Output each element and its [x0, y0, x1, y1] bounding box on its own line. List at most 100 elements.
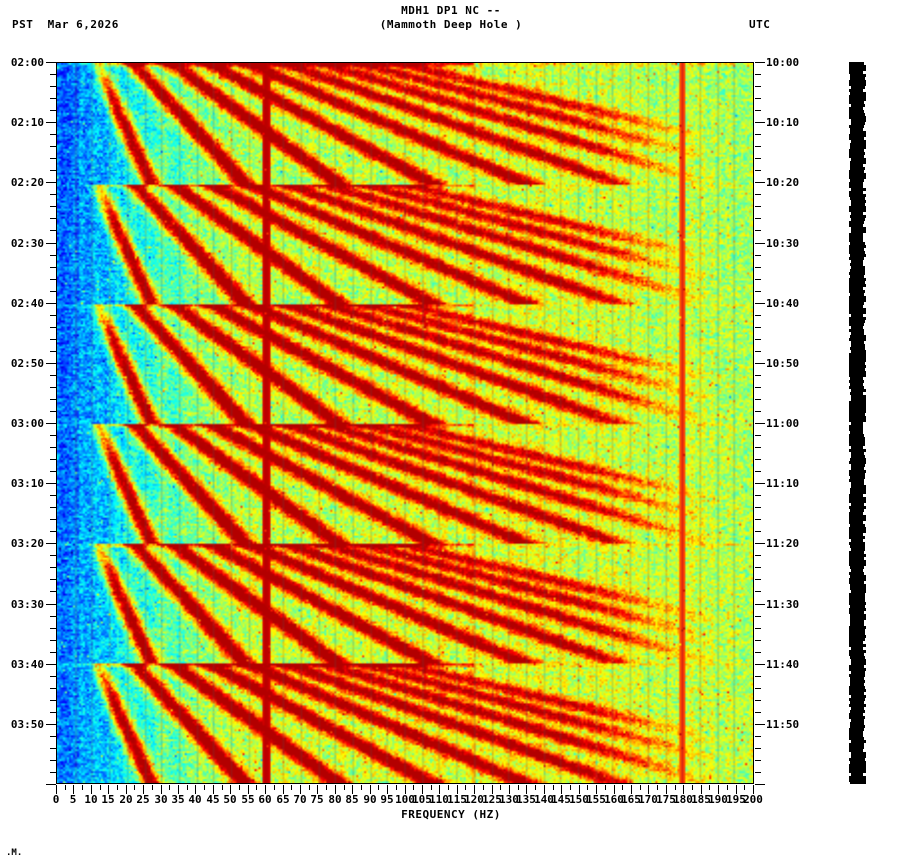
axis-tick-minor [50, 170, 56, 171]
freq-tick-major [509, 785, 510, 794]
frequency-label: 105 [412, 793, 432, 806]
spectrogram-plot[interactable] [56, 62, 754, 784]
axis-tick-minor [50, 339, 56, 340]
axis-tick-minor [755, 591, 761, 592]
axis-tick-minor [50, 495, 56, 496]
frequency-axis-title: FREQUENCY (HZ) [401, 808, 501, 821]
right-time-label: 11:10 [766, 477, 800, 490]
axis-tick-minor [755, 387, 761, 388]
axis-tick-minor [50, 291, 56, 292]
frequency-label: 10 [84, 793, 98, 806]
left-time-label: 02:50 [10, 357, 44, 370]
axis-tick-minor [50, 616, 56, 617]
frequency-label: 65 [276, 793, 290, 806]
frequency-label: 185 [691, 793, 711, 806]
freq-tick-minor [587, 785, 588, 790]
axis-tick-major [755, 243, 765, 244]
freq-tick-major [161, 785, 162, 794]
axis-tick-minor [50, 555, 56, 556]
axis-tick-minor [50, 447, 56, 448]
freq-tick-minor [361, 785, 362, 790]
axis-tick-major [755, 122, 765, 123]
freq-tick-minor [675, 785, 676, 790]
axis-tick-minor [50, 255, 56, 256]
frequency-label: 70 [293, 793, 307, 806]
axis-tick-minor [755, 206, 761, 207]
axis-tick-minor [50, 279, 56, 280]
axis-tick-minor [755, 688, 761, 689]
axis-tick-minor [755, 760, 761, 761]
freq-tick-minor [152, 785, 153, 790]
freq-tick-major [439, 785, 440, 794]
axis-tick-minor [755, 267, 761, 268]
right-time-label: 10:40 [766, 297, 800, 310]
left-time-label: 02:10 [10, 116, 44, 129]
axis-tick-major [46, 243, 56, 244]
axis-tick-major [46, 363, 56, 364]
axis-tick-minor [755, 74, 761, 75]
spectrogram-canvas [57, 63, 753, 783]
axis-tick-minor [755, 507, 761, 508]
axis-tick-minor [755, 736, 761, 737]
colorbar [849, 62, 866, 785]
axis-tick-minor [50, 327, 56, 328]
frequency-label: 15 [101, 793, 115, 806]
right-time-label: 10:50 [766, 357, 800, 370]
axis-tick-minor [50, 134, 56, 135]
frequency-label: 45 [206, 793, 220, 806]
frequency-label: 195 [726, 793, 746, 806]
axis-tick-minor [755, 652, 761, 653]
page-subtitle: (Mammoth Deep Hole ) [379, 18, 523, 31]
frequency-label: 120 [464, 793, 484, 806]
freq-tick-minor [100, 785, 101, 790]
freq-tick-major [474, 785, 475, 794]
frequency-label: 25 [136, 793, 150, 806]
frequency-label: 50 [223, 793, 237, 806]
freq-tick-major [753, 785, 754, 794]
axis-tick-minor [50, 519, 56, 520]
frequency-label: 135 [516, 793, 536, 806]
axis-tick-minor [755, 628, 761, 629]
axis-tick-minor [755, 555, 761, 556]
axis-tick-major [755, 423, 765, 424]
axis-tick-major [46, 543, 56, 544]
freq-tick-minor [378, 785, 379, 790]
right-time-label: 10:00 [766, 56, 800, 69]
frequency-axis-ticks [56, 785, 754, 795]
axis-tick-minor [50, 98, 56, 99]
freq-tick-major [683, 785, 684, 794]
frequency-label: 125 [482, 793, 502, 806]
axis-tick-minor [50, 86, 56, 87]
frequency-label: 200 [743, 793, 763, 806]
freq-tick-minor [518, 785, 519, 790]
frequency-label: 5 [69, 793, 77, 806]
axis-tick-minor [50, 628, 56, 629]
freq-tick-major [614, 785, 615, 794]
freq-tick-major [248, 785, 249, 794]
axis-tick-minor [755, 495, 761, 496]
freq-tick-major [352, 785, 353, 794]
axis-tick-minor [755, 315, 761, 316]
freq-tick-major [108, 785, 109, 794]
right-time-label: 11:50 [766, 718, 800, 731]
axis-tick-minor [755, 519, 761, 520]
frequency-label: 35 [171, 793, 185, 806]
axis-tick-major [755, 483, 765, 484]
axis-tick-minor [755, 435, 761, 436]
axis-tick-minor [755, 110, 761, 111]
freq-tick-minor [727, 785, 728, 790]
frequency-label: 170 [638, 793, 658, 806]
axis-tick-minor [50, 411, 56, 412]
left-time-label: 02:30 [10, 237, 44, 250]
axis-tick-minor [50, 459, 56, 460]
axis-tick-minor [50, 676, 56, 677]
frequency-label: 60 [258, 793, 272, 806]
corner-artifact: .M. [6, 848, 23, 858]
freq-tick-major [73, 785, 74, 794]
freq-tick-major [387, 785, 388, 794]
axis-tick-minor [50, 375, 56, 376]
axis-tick-minor [755, 567, 761, 568]
axis-tick-minor [50, 206, 56, 207]
freq-tick-minor [274, 785, 275, 790]
